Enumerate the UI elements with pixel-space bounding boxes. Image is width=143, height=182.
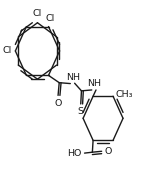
Text: CH₃: CH₃ [116, 90, 133, 99]
Text: O: O [54, 99, 62, 108]
Text: Cl: Cl [33, 9, 42, 18]
Text: HO: HO [68, 149, 82, 158]
Text: NH: NH [87, 79, 101, 88]
Text: O: O [104, 147, 112, 156]
Text: S: S [78, 107, 84, 116]
Text: NH: NH [66, 73, 80, 82]
Text: Cl: Cl [45, 14, 55, 23]
Text: Cl: Cl [3, 46, 12, 56]
